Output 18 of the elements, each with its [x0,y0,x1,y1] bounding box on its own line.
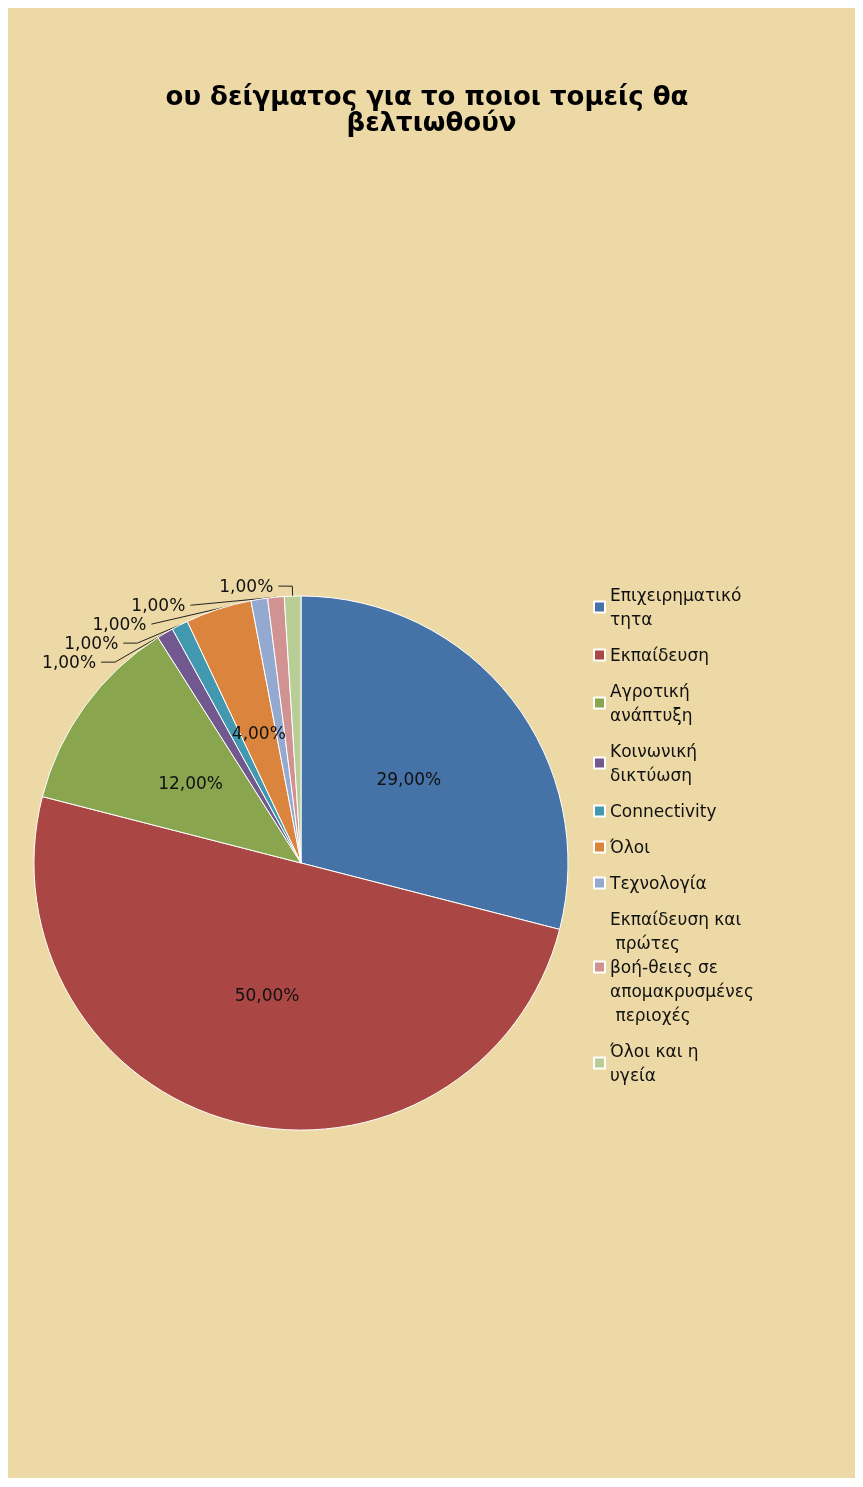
data-label: 12,00% [158,772,223,793]
legend-label: Κοινωνική δικτύωση [610,741,703,785]
legend-label: Όλοι [609,837,651,857]
data-label: 50,00% [234,985,300,1006]
legend-label: Εκπαίδευση και πρώτες βοή-θειες σε απομακρυσμένες περιοχές [610,909,754,1025]
data-label: 29,00% [376,769,442,790]
chart-title: ου δείγματος για το ποιοι τομείς θα βελτιωθούν [165,81,698,137]
legend-label: Τεχνολογία [609,873,707,893]
data-label: 1,00% [131,595,186,616]
legend-label: Εκπαίδευση [610,645,709,665]
data-label: 1,00% [92,614,147,635]
legend-label: Επιχειρηματικότητα [610,585,742,629]
legend-label: Connectivity [610,801,717,821]
data-label: 1,00% [219,576,274,597]
legend-label: Αγροτική ανάπτυξη [610,681,696,725]
legend-label: Όλοι και η υγεία [609,1041,704,1085]
data-label: 1,00% [42,652,97,673]
data-label: 1,00% [64,633,119,654]
